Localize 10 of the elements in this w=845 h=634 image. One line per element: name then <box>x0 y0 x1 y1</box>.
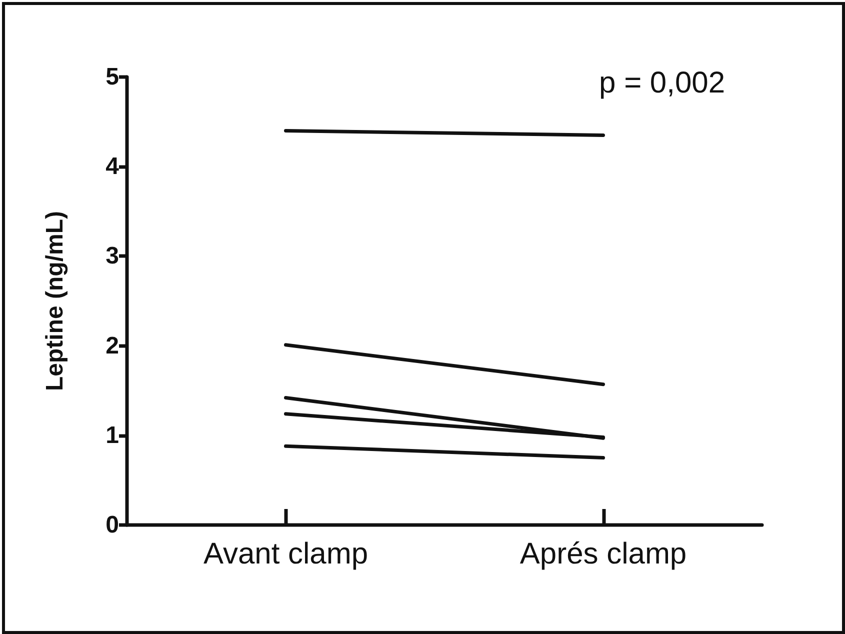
y-tick-label: 0 <box>106 512 119 538</box>
y-tick-label: 4 <box>106 153 120 180</box>
y-tick-label: 1 <box>106 422 119 449</box>
y-tick-label: 5 <box>106 64 119 90</box>
x-tick-label: Avant clamp <box>203 538 368 570</box>
y-tick-label: 3 <box>106 242 119 270</box>
x-tick-label: Aprés clamp <box>520 538 687 570</box>
annotation: p = 0,002 <box>599 66 726 100</box>
y-axis-title: Leptine (ng/mL) <box>42 211 68 391</box>
y-tick-label: 2 <box>106 332 119 360</box>
